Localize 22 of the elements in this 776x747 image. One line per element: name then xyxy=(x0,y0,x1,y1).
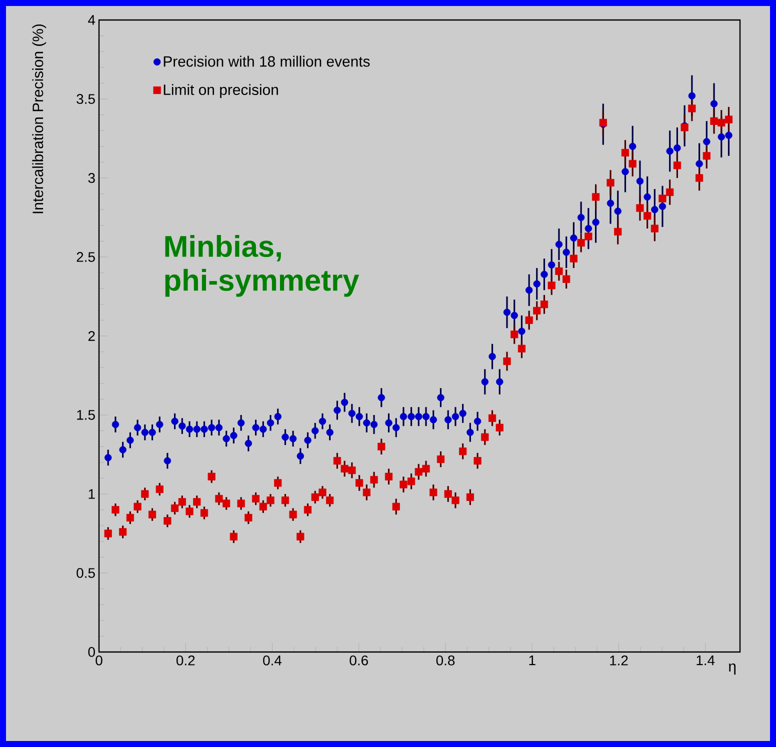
y-tick-label: 1.5 xyxy=(77,410,95,420)
x-tick-label: 0.2 xyxy=(176,655,195,666)
legend-label: Precision with 18 million events xyxy=(164,56,370,67)
x-tick-label: 0.6 xyxy=(350,655,368,666)
x-tick-label: 1.4 xyxy=(696,656,715,666)
y-tick-label: 3.5 xyxy=(76,94,95,104)
x-axis-title: η xyxy=(728,664,736,675)
y-tick-label: 3 xyxy=(88,173,95,183)
legend-label: Limit on precision xyxy=(164,84,278,98)
y-tick-label: 0.5 xyxy=(76,568,95,578)
x-tick-label: 0 xyxy=(96,655,102,666)
y-tick-label: 0 xyxy=(88,647,95,657)
x-tick-label: 0.8 xyxy=(436,655,455,666)
y-tick-label: 1 xyxy=(88,489,95,499)
x-tick-label: 1 xyxy=(529,656,536,666)
y-tick-label: 4 xyxy=(88,15,96,25)
x-tick-label: 1.2 xyxy=(610,655,628,666)
y-axis-title: Intercalibration Precision (%) xyxy=(32,24,46,214)
x-tick-label: 0.4 xyxy=(263,655,282,666)
y-tick-label: 2 xyxy=(88,331,95,341)
annotation: Minbias, phi-symmetry xyxy=(165,235,360,297)
y-tick-label: 2.5 xyxy=(76,252,95,262)
